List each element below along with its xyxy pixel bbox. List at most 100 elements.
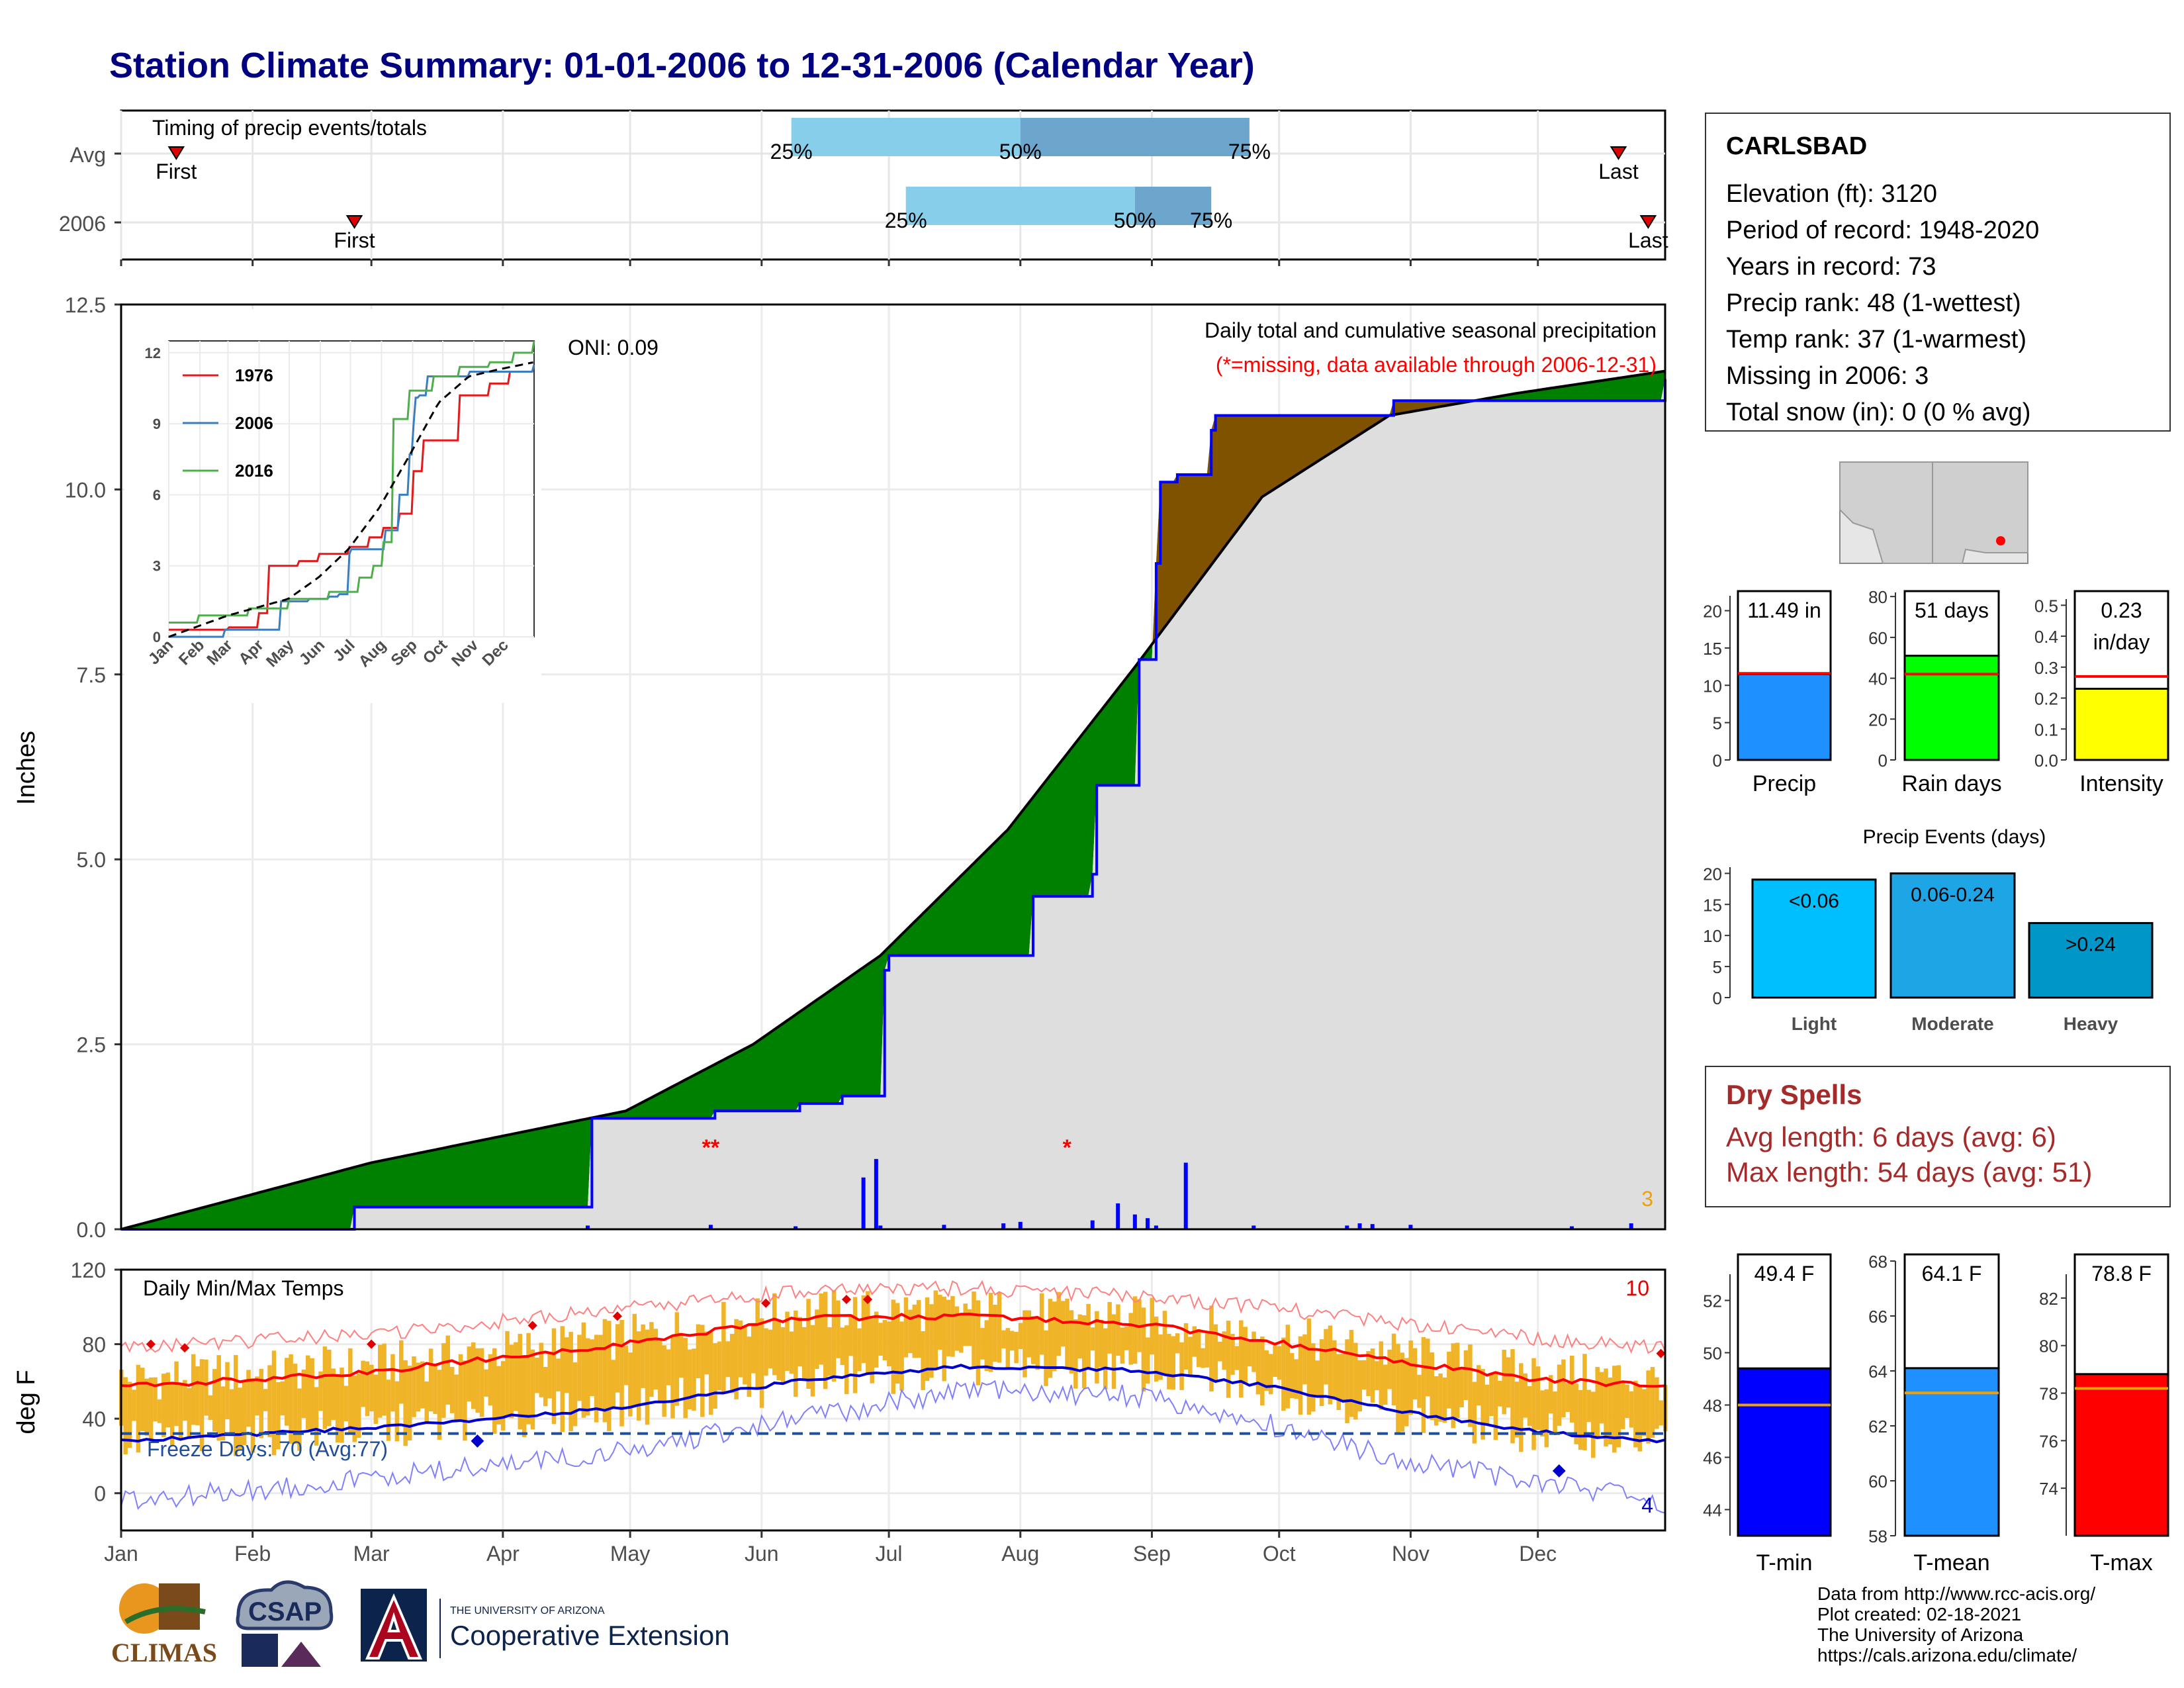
daily-temp-bar (1095, 1311, 1099, 1383)
daily-temp-bar (1510, 1349, 1515, 1444)
daily-temp-bar (569, 1332, 573, 1432)
month-label: Feb (234, 1542, 271, 1566)
daily-temp-bar (972, 1291, 976, 1368)
precip-ytick-label: 0.0 (77, 1218, 106, 1242)
station-elevation: Elevation (ft): 3120 (1726, 180, 1937, 208)
daily-temp-bar (220, 1386, 226, 1441)
dry-spells-avg: Avg length: 6 days (avg: 6) (1726, 1121, 2056, 1152)
record-high-marker (367, 1339, 377, 1349)
daily-temp-bar (997, 1292, 1002, 1363)
minibar-tick-label: 76 (2039, 1431, 2058, 1451)
daily-temp-bar (1544, 1389, 1549, 1448)
daily-temp-bar (187, 1387, 192, 1440)
minibar-tick-label: 0.2 (2034, 689, 2058, 709)
daily-temp-bar (653, 1329, 659, 1390)
minibar-tick-label: 40 (1868, 669, 1888, 689)
daily-precip-bar (1090, 1220, 1095, 1229)
daily-temp-bar (127, 1382, 132, 1448)
daily-temp-bar (1243, 1327, 1248, 1384)
daily-temp-bar (454, 1374, 459, 1422)
daily-temp-bar (1023, 1310, 1027, 1378)
minibar-category-label: T-min (1756, 1550, 1813, 1575)
daily-temp-bar (619, 1319, 624, 1427)
daily-temp-bar (1599, 1372, 1604, 1424)
month-label: Sep (1133, 1542, 1171, 1566)
daily-temp-bar (1154, 1316, 1159, 1382)
daily-temp-bar (1264, 1350, 1269, 1391)
daily-temp-bar (556, 1358, 561, 1391)
daily-temp-bar (1633, 1380, 1638, 1448)
daily-temp-bar (776, 1321, 781, 1381)
daily-temp-bar (1039, 1293, 1044, 1355)
daily-temp-bar (310, 1358, 314, 1432)
daily-temp-bar (861, 1295, 866, 1364)
minibar-tick-label: 10 (1703, 676, 1722, 696)
daily-temp-bar (755, 1298, 760, 1389)
daily-temp-bar (1116, 1304, 1120, 1356)
daily-temp-bar (1031, 1316, 1036, 1364)
daily-temp-bar (1179, 1342, 1184, 1390)
daily-temp-bar (954, 1306, 960, 1351)
daily-temp-bar (1519, 1363, 1524, 1452)
daily-temp-bar (696, 1324, 701, 1378)
minibar-tick-label: 52 (1703, 1291, 1722, 1311)
daily-temp-bar (1396, 1344, 1400, 1433)
daily-temp-bar (433, 1366, 437, 1415)
daily-precip-bar (794, 1226, 798, 1229)
inset-legend-label: 2006 (235, 413, 273, 433)
minibar-category-label: T-max (2090, 1550, 2152, 1575)
daily-temp-bar (1540, 1390, 1545, 1437)
daily-temp-bar (356, 1373, 361, 1438)
daily-temp-bar (670, 1335, 675, 1419)
daily-temp-bar (1531, 1358, 1536, 1450)
events-bar (2028, 921, 2154, 999)
daily-temp-bar (458, 1354, 463, 1421)
daily-temp-bar (1493, 1373, 1498, 1440)
daily-temp-bar (1527, 1386, 1532, 1427)
daily-temp-bar (840, 1327, 845, 1366)
minibar-tick-label: 80 (1868, 587, 1888, 607)
timing-percentile-label: 25% (885, 209, 927, 232)
minibar-value-label: 78.8 F (2091, 1262, 2152, 1286)
daily-temp-bar (496, 1366, 501, 1425)
daily-temp-bar (1222, 1331, 1226, 1370)
record-low-marker (1552, 1464, 1566, 1477)
precip-ytick-label: 5.0 (77, 848, 106, 872)
daily-temp-bar (967, 1309, 972, 1346)
events-bar-label: >0.24 (2066, 933, 2116, 955)
daily-temp-bar (988, 1292, 993, 1372)
daily-temp-bar (1655, 1377, 1659, 1429)
daily-temp-bar (560, 1326, 565, 1432)
map-station-dot (1996, 536, 2005, 545)
daily-temp-bar (1604, 1368, 1608, 1447)
daily-temp-bar (810, 1325, 815, 1397)
daily-temp-bar (916, 1299, 921, 1358)
minibar-tick-label: 0.4 (2034, 627, 2058, 647)
climas-logo: CLIMAS (111, 1583, 217, 1667)
minibar-value-label: 0.23 (2101, 598, 2142, 622)
daily-temp-bar (874, 1311, 879, 1368)
daily-temp-bar (301, 1369, 306, 1419)
daily-temp-bar (1608, 1377, 1613, 1445)
record-max-line (120, 1280, 1666, 1354)
daily-temp-bar (1629, 1391, 1634, 1428)
daily-precip-bar (942, 1225, 946, 1229)
timing-marker (345, 215, 363, 229)
daily-precip-bar (1154, 1225, 1158, 1229)
daily-temp-bar (1565, 1382, 1570, 1412)
daily-temp-bar (1319, 1339, 1324, 1407)
daily-temp-bar (1612, 1366, 1617, 1453)
daily-temp-bar (1408, 1340, 1413, 1415)
daily-temp-bar (938, 1295, 942, 1350)
daily-temp-bar (1387, 1349, 1392, 1389)
daily-temp-bar (704, 1331, 709, 1375)
daily-temp-bar (1349, 1330, 1354, 1417)
daily-temp-bar (1005, 1328, 1011, 1370)
inset-ytick-label: 12 (145, 345, 161, 361)
daily-temp-bar (1370, 1348, 1375, 1403)
daily-temp-bar (1188, 1336, 1193, 1375)
inset-legend-label: 1976 (235, 365, 273, 385)
daily-temp-bar (1251, 1331, 1256, 1372)
daily-temp-bar (306, 1355, 310, 1430)
